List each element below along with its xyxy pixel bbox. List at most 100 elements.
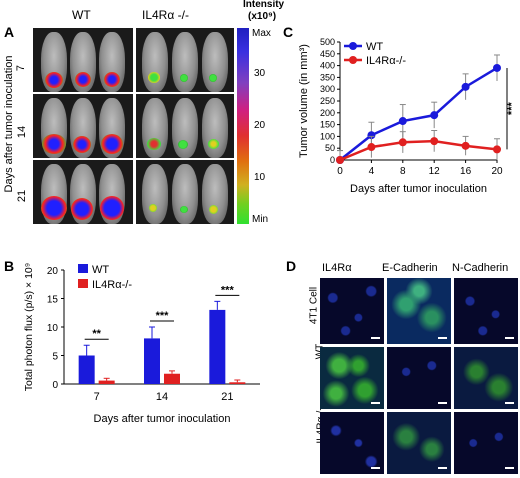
y-tick-label: 100 (320, 131, 335, 141)
micro-ko-ecadherin (387, 412, 451, 474)
legend-label: IL4Rα-/- (366, 55, 406, 67)
signal-spot (100, 196, 124, 220)
legend-swatch (78, 279, 88, 288)
y-tick-label: 350 (320, 72, 335, 82)
colorbar-max: Max (252, 28, 271, 39)
panel-c-letter: C (283, 24, 294, 40)
data-point (336, 156, 344, 164)
signal-spot (180, 74, 188, 82)
legend-marker (349, 56, 357, 64)
data-point (398, 138, 407, 147)
y-axis-label: Total photon flux (p/s) × 10⁹ (23, 263, 35, 392)
y-tick-label: 5 (52, 352, 58, 363)
bar-1-0 (98, 380, 115, 384)
series-line-1 (339, 139, 498, 162)
data-point (430, 111, 439, 120)
col-label-ecadherin: E-Cadherin (382, 262, 438, 274)
scale-bar (438, 337, 447, 339)
scale-bar (438, 402, 447, 404)
signal-spot (73, 136, 91, 153)
scale-bar (371, 467, 380, 469)
imaging-ko-day14 (136, 94, 234, 158)
imaging-wt-day21 (33, 160, 133, 224)
mouse-image (172, 98, 198, 158)
legend-label: IL4Rα-/- (92, 279, 132, 291)
data-point (430, 137, 439, 146)
y-tick-label: 200 (320, 108, 335, 118)
colorbar (237, 28, 249, 224)
x-tick-label: 14 (156, 391, 168, 403)
panel-a-group-ko: IL4Rα -/- (142, 8, 189, 22)
scale-bar (371, 402, 380, 404)
imaging-ko-day21 (136, 160, 234, 224)
col-label-ncadherin: N-Cadherin (452, 262, 509, 274)
y-tick-label: 300 (320, 84, 335, 94)
scale-bar (505, 402, 514, 404)
micro-ko-il4ra (320, 412, 384, 474)
mouse-image (202, 98, 228, 158)
signal-spot (75, 72, 91, 87)
scale-bar (371, 337, 380, 339)
row-label-4t1-cell: 4T1 Cell (308, 286, 320, 325)
panel-a-group-wt: WT (72, 8, 91, 22)
signal-spot (149, 204, 157, 212)
legend-label: WT (92, 264, 109, 276)
bar-0-2 (209, 309, 226, 384)
legend-marker (349, 42, 357, 50)
signal-spot (180, 206, 188, 213)
photon-flux-chart: 0 5 10 15 20 7 ** 14 *** 21 *** Days after tumor in… (23, 263, 260, 425)
micro-cell-il4ra (320, 278, 384, 344)
panel-a-letter: A (4, 24, 15, 40)
signal-spot (42, 134, 66, 154)
colorbar-tick-10: 10 (254, 172, 266, 183)
bar-0-0 (78, 355, 95, 384)
panel-d-letter: D (286, 258, 297, 274)
panel-a-y-label: Days after tumor inoculation (3, 55, 15, 193)
signal-spot (45, 72, 63, 88)
signal-spot (101, 134, 123, 154)
x-tick-label: 16 (460, 166, 472, 177)
mouse-image (142, 164, 168, 224)
panel-b-letter: B (4, 258, 15, 274)
imaging-ko-day7 (136, 28, 234, 92)
mouse-image (142, 32, 168, 92)
scale-bar (505, 467, 514, 469)
significance-label: *** (506, 102, 518, 116)
x-axis-label: Days after tumor inoculation (350, 183, 487, 195)
signal-spot (178, 140, 188, 149)
mouse-image (202, 32, 228, 92)
signal-spot (41, 196, 67, 220)
colorbar-tick-20: 20 (254, 120, 266, 131)
x-tick-label: 0 (337, 166, 343, 177)
bar-1-2 (229, 382, 246, 384)
panel-a-row-7: 7 (15, 64, 28, 72)
micro-cell-ncadherin (454, 278, 518, 344)
y-tick-label: 500 (320, 37, 335, 47)
scale-bar (505, 337, 514, 339)
imaging-wt-day14 (33, 94, 133, 158)
signal-spot (148, 72, 160, 83)
y-tick-label: 20 (47, 266, 59, 277)
significance-label: *** (156, 310, 170, 322)
x-tick-label: 12 (429, 166, 441, 177)
data-point (493, 145, 501, 154)
series-line-0 (339, 66, 498, 161)
colorbar-title-line1: Intensity (243, 0, 285, 10)
data-point (461, 82, 470, 91)
y-tick-label: 0 (52, 380, 58, 391)
bar-1-1 (164, 373, 180, 384)
signal-spot (209, 205, 218, 214)
signal-spot (147, 138, 161, 150)
legend-swatch (78, 264, 88, 273)
mouse-image (172, 164, 198, 224)
mouse-image (172, 32, 198, 92)
legend-label: WT (366, 41, 383, 53)
data-point (493, 63, 501, 72)
bar-0-1 (144, 338, 160, 384)
data-point (461, 141, 470, 150)
micro-wt-il4ra (320, 347, 384, 409)
y-tick-label: 250 (320, 96, 335, 106)
signal-spot (104, 72, 120, 87)
micro-ko-ncadherin (454, 412, 518, 474)
